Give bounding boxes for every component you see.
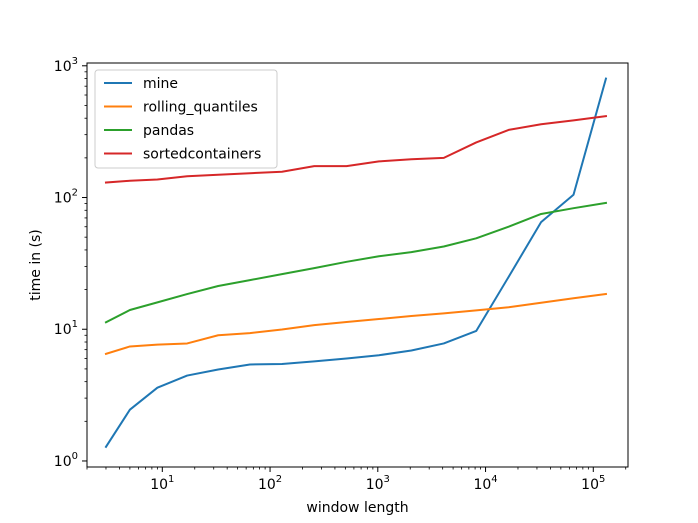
y-tick-label: 102 — [54, 188, 78, 207]
series-line-mine — [104, 77, 608, 449]
legend-label-sortedcontainers: sortedcontainers — [143, 147, 261, 163]
series-line-sortedcontainers — [104, 114, 608, 184]
y-tick-label: 100 — [54, 451, 78, 470]
legend-label-pandas: pandas — [143, 123, 194, 139]
x-tick-label: 103 — [366, 474, 390, 493]
series-layer — [104, 77, 608, 449]
x-tick-label: 105 — [581, 474, 605, 493]
ticks-layer: 101 102 103 104 105 100 101 102 103 — [54, 56, 627, 493]
x-tick-label: 101 — [150, 474, 174, 493]
y-axis-label: time in (s) — [28, 229, 44, 301]
x-axis-label: window length — [306, 500, 408, 516]
legend-box — [94, 69, 278, 169]
x-tick-label: 102 — [258, 474, 282, 493]
series-line-pandas — [104, 201, 608, 324]
plot-frame — [86, 62, 629, 468]
y-tick-label: 101 — [54, 319, 78, 338]
y-tick-label: 103 — [54, 56, 78, 75]
legend-label-rolling-quantiles: rolling_quantiles — [143, 100, 258, 116]
x-tick-label: 104 — [473, 474, 497, 493]
legend-label-mine: mine — [143, 76, 178, 92]
series-line-rolling-quantiles — [104, 292, 608, 356]
